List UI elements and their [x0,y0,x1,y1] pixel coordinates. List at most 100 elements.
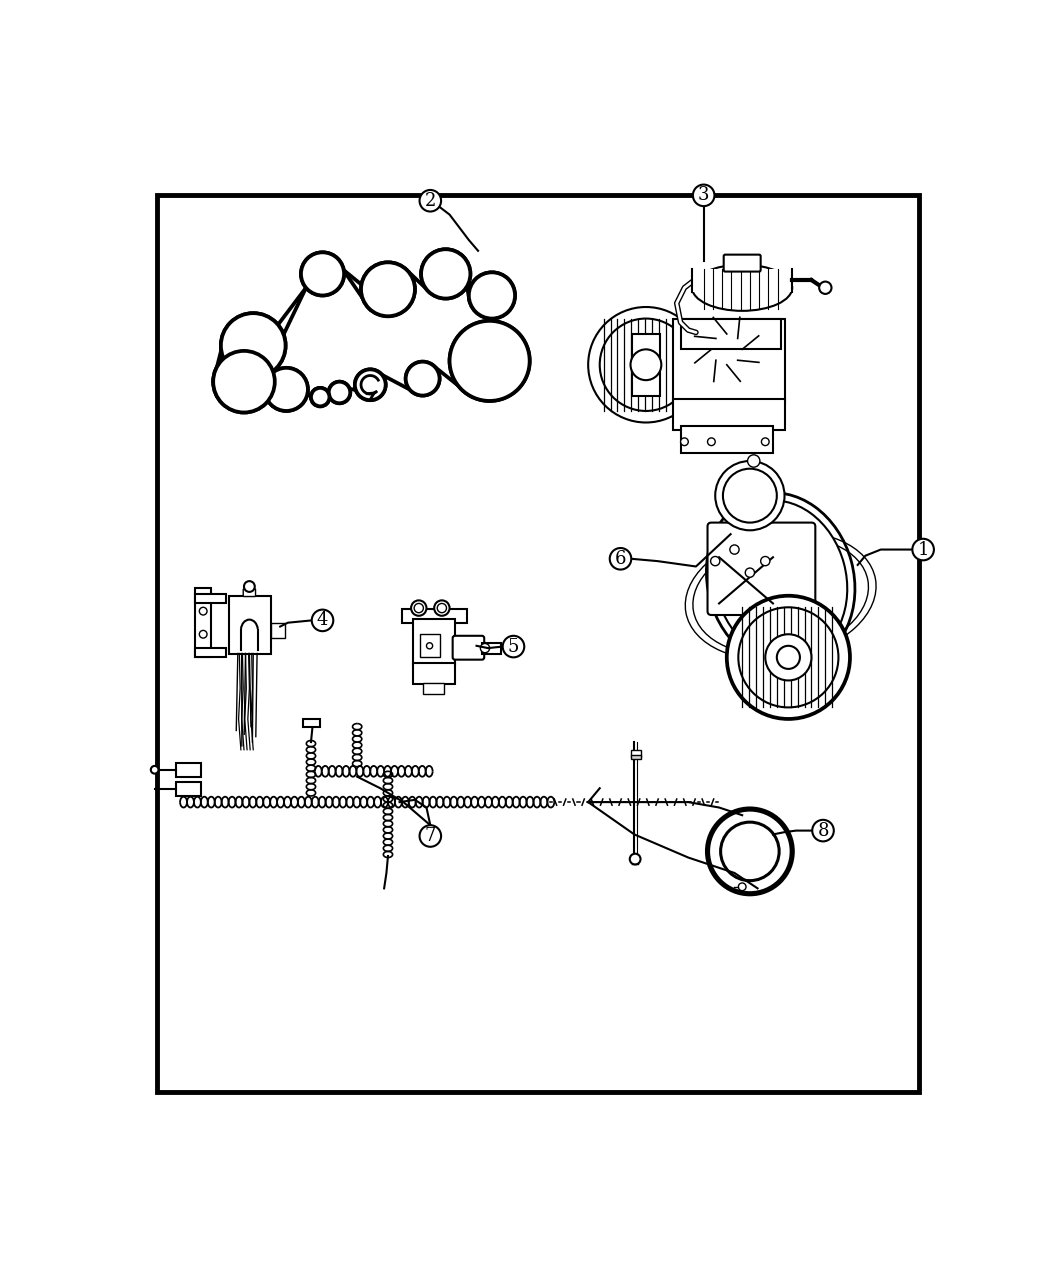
Circle shape [220,314,286,377]
Bar [680,426,773,454]
Circle shape [244,581,255,592]
Circle shape [414,603,423,613]
Circle shape [503,636,524,658]
Circle shape [727,595,850,719]
Circle shape [481,644,489,653]
Bar [229,595,271,654]
Circle shape [437,603,446,613]
Text: 5: 5 [508,638,519,655]
Circle shape [711,556,720,566]
Bar [303,719,320,727]
Ellipse shape [692,265,793,311]
Circle shape [819,282,832,295]
Bar [176,762,201,776]
Circle shape [468,273,514,319]
Circle shape [730,544,739,555]
Circle shape [708,437,715,445]
Circle shape [329,381,351,403]
Text: 7: 7 [424,827,436,845]
Circle shape [421,249,470,298]
Circle shape [200,630,207,638]
Bar [632,334,659,395]
Circle shape [449,321,529,400]
Bar [420,634,440,658]
Circle shape [420,825,441,847]
Circle shape [777,646,800,669]
Circle shape [220,314,286,377]
Circle shape [355,370,385,400]
Circle shape [912,539,933,560]
Text: 1: 1 [918,541,929,558]
Circle shape [761,437,769,445]
Circle shape [421,249,470,298]
Circle shape [151,766,159,774]
Circle shape [760,556,770,566]
Circle shape [765,634,812,681]
Circle shape [405,362,440,395]
Circle shape [426,643,433,649]
Bar [176,782,201,796]
Bar [482,643,501,654]
Bar [413,663,455,685]
Circle shape [200,607,207,615]
Circle shape [435,601,449,616]
Bar [673,319,784,403]
Circle shape [630,349,662,380]
Circle shape [748,455,760,467]
Circle shape [738,884,747,891]
Circle shape [708,810,793,894]
Text: 4: 4 [317,612,329,630]
Text: 6: 6 [614,550,626,567]
Circle shape [361,263,415,316]
Bar [413,618,455,666]
Ellipse shape [707,492,855,668]
Circle shape [311,388,330,407]
Circle shape [680,437,689,445]
Circle shape [213,351,275,413]
Circle shape [301,252,344,296]
Circle shape [312,609,333,631]
Bar [692,269,793,292]
FancyBboxPatch shape [244,589,255,597]
Circle shape [412,601,426,616]
Circle shape [630,854,640,864]
Bar [422,682,444,695]
Circle shape [213,351,275,413]
Circle shape [600,319,692,411]
Circle shape [610,548,631,570]
Bar [630,755,642,759]
Circle shape [468,273,514,319]
Circle shape [301,252,344,296]
Bar [402,609,467,622]
Text: 2: 2 [424,191,436,210]
Text: 8: 8 [817,821,828,840]
Circle shape [720,822,779,881]
Circle shape [449,321,529,400]
Circle shape [265,367,308,411]
Bar [271,622,285,638]
Bar [195,588,211,658]
Bar [195,594,227,603]
Bar [195,648,227,658]
Circle shape [738,607,838,708]
Circle shape [715,462,784,530]
FancyBboxPatch shape [723,255,760,272]
Circle shape [693,185,714,207]
Circle shape [329,381,351,403]
FancyBboxPatch shape [453,636,484,659]
Circle shape [813,820,834,842]
Bar [673,399,784,430]
Circle shape [265,367,308,411]
Bar [680,319,781,349]
Text: 3: 3 [698,186,710,204]
FancyBboxPatch shape [708,523,816,615]
Circle shape [361,263,415,316]
Circle shape [722,469,777,523]
Circle shape [420,190,441,212]
Circle shape [355,370,385,400]
Circle shape [311,388,330,407]
Bar [630,750,642,757]
Circle shape [746,569,755,578]
Circle shape [405,362,440,395]
Ellipse shape [714,501,847,660]
